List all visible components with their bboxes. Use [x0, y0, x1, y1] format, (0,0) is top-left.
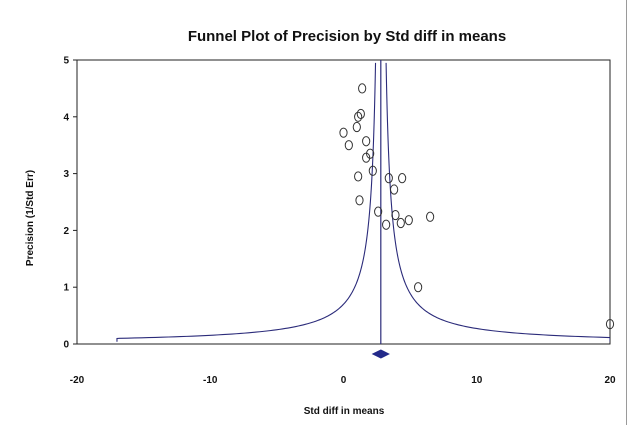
plot-area: 0 1 2 3 4 5 -20 -10 0 10 20: [63, 56, 616, 387]
study-point: [362, 152, 371, 163]
study-point: [352, 121, 361, 133]
y-axis-label: Precision (1/Std Err): [25, 170, 36, 266]
study-point: [354, 111, 363, 122]
study-point: [358, 83, 367, 94]
pooled-estimate-diamond: [371, 349, 390, 359]
study-point: [390, 184, 399, 195]
funnel-left-curve: [116, 62, 377, 342]
x-tick-label: -20: [70, 375, 85, 386]
x-tick-label: 0: [341, 375, 347, 386]
y-tick-label: 4: [63, 112, 69, 123]
study-point: [339, 127, 348, 138]
study-point: [605, 319, 615, 330]
study-point: [356, 108, 365, 120]
study-point: [396, 217, 405, 229]
chart-title: Funnel Plot of Precision by Std diff in …: [188, 28, 506, 45]
x-tick-label: 10: [471, 375, 483, 386]
study-point: [391, 209, 400, 221]
study-point: [426, 211, 435, 222]
study-point: [382, 219, 391, 230]
y-tick-label: 1: [63, 283, 69, 294]
x-tick-label: 20: [604, 375, 616, 386]
study-point: [414, 282, 423, 293]
y-tick-label: 0: [63, 340, 69, 351]
study-point: [404, 215, 413, 226]
study-point: [374, 206, 383, 217]
plot-border: [76, 59, 611, 345]
study-point: [355, 195, 364, 206]
study-point: [398, 173, 407, 184]
y-tick-label: 3: [63, 169, 69, 180]
study-point: [362, 136, 371, 147]
study-point: [384, 173, 393, 184]
x-axis-label: Std diff in means: [304, 406, 385, 417]
y-tick-label: 2: [63, 226, 69, 237]
study-point: [354, 171, 363, 182]
y-tick-label: 5: [63, 56, 69, 67]
study-point: [344, 140, 353, 151]
study-point: [368, 165, 377, 176]
funnel-right-curve: [385, 62, 610, 342]
x-tick-label: -10: [203, 375, 218, 386]
